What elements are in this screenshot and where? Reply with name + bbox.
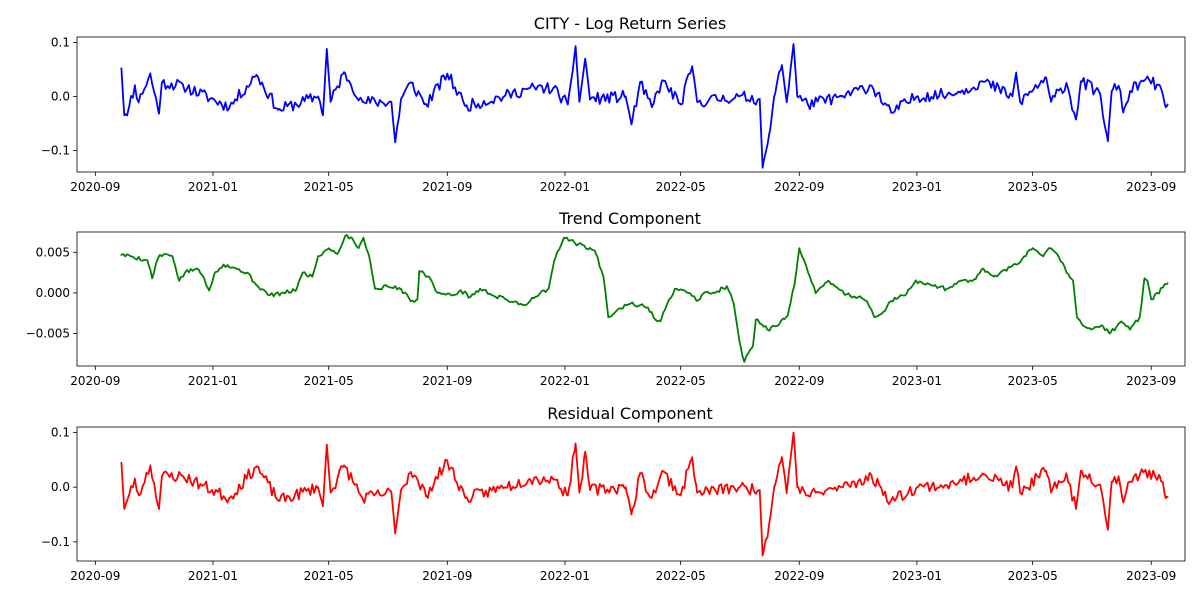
trend-x-tick-label: 2021-01 xyxy=(188,374,238,388)
trend-x-tick-label: 2023-05 xyxy=(1008,374,1058,388)
log-return-x-tick-label: 2023-05 xyxy=(1008,180,1058,194)
residual-panel: Residual Component 0.10.0−0.1 2020-09 202… xyxy=(41,404,1186,583)
trend-axes-frame xyxy=(76,231,1186,367)
residual-x-tick-label: 2022-05 xyxy=(656,569,706,583)
log-return-x-ticks: 2020-09 2021-01 2021-05 2021-09 2022-01 2022-… xyxy=(70,172,1176,194)
log-return-x-tick-label: 2021-09 xyxy=(422,180,472,194)
trend-series-line xyxy=(120,234,1169,363)
trend-x-ticks: 2020-09 2021-01 2021-05 2021-09 2022-01 2022-… xyxy=(70,366,1176,388)
log-return-y-tick-label: 0.0 xyxy=(51,89,70,103)
residual-x-tick-label: 2020-09 xyxy=(70,569,120,583)
log-return-x-tick-label: 2023-09 xyxy=(1126,180,1176,194)
residual-x-tick-label: 2021-09 xyxy=(422,569,472,583)
trend-y-tick-label: 0.005 xyxy=(36,245,70,259)
log-return-y-tick-label: 0.1 xyxy=(51,35,70,49)
log-return-x-tick-label: 2022-09 xyxy=(774,180,824,194)
trend-x-tick-label: 2021-05 xyxy=(304,374,354,388)
residual-y-ticks: 0.1 0.0 −0.1 xyxy=(41,425,77,549)
log-return-x-tick-label: 2023-01 xyxy=(892,180,942,194)
trend-x-tick-label: 2022-09 xyxy=(774,374,824,388)
residual-y-tick-label: 0.1 xyxy=(51,425,70,439)
trend-y-tick-label: 0.000 xyxy=(36,286,70,300)
residual-title: Residual Component xyxy=(547,404,713,423)
trend-title: Trend Component xyxy=(558,209,701,228)
residual-axes-frame xyxy=(76,426,1186,562)
log-return-y-ticks: 0.1 0.0 −0.1 xyxy=(41,35,77,157)
trend-y-ticks: 0.005 0.000 −0.005 xyxy=(26,245,77,341)
residual-x-tick-label: 2023-01 xyxy=(892,569,942,583)
trend-x-tick-label: 2021-09 xyxy=(422,374,472,388)
log-return-x-tick-label: 2020-09 xyxy=(70,180,120,194)
log-return-x-tick-label: 2021-01 xyxy=(188,180,238,194)
residual-x-tick-label: 2021-01 xyxy=(188,569,238,583)
log-return-x-tick-label: 2022-05 xyxy=(656,180,706,194)
residual-x-tick-label: 2023-05 xyxy=(1008,569,1058,583)
trend-x-tick-label: 2023-09 xyxy=(1126,374,1176,388)
trend-panel: Trend Component 0.005 0.000 −0.005 2020-09… xyxy=(26,209,1186,388)
residual-x-tick-label: 2021-05 xyxy=(304,569,354,583)
trend-y-tick-label: −0.005 xyxy=(26,327,70,341)
log-return-x-tick-label: 2021-05 xyxy=(304,180,354,194)
log-return-title: CITY - Log Return Series xyxy=(534,14,726,33)
log-return-series-line xyxy=(120,43,1169,169)
residual-x-tick-label: 2022-09 xyxy=(774,569,824,583)
residual-x-tick-label: 2022-01 xyxy=(540,569,590,583)
trend-x-tick-label: 2020-09 xyxy=(70,374,120,388)
trend-x-tick-label: 2022-05 xyxy=(656,374,706,388)
residual-y-tick-label: −0.1 xyxy=(41,535,70,549)
log-return-x-tick-label: 2022-01 xyxy=(540,180,590,194)
residual-series-line xyxy=(120,431,1169,557)
residual-y-tick-label: 0.0 xyxy=(51,480,70,494)
trend-x-tick-label: 2022-01 xyxy=(540,374,590,388)
trend-x-tick-label: 2023-01 xyxy=(892,374,942,388)
log-return-panel: CITY - Log Return Series 0.1 0.0 −0.1 2020… xyxy=(41,14,1186,194)
log-return-y-tick-label: −0.1 xyxy=(41,143,70,157)
residual-x-tick-label: 2023-09 xyxy=(1126,569,1176,583)
residual-x-ticks: 2020-09 2021-01 2021-05 2021-09 2022-01 2022-… xyxy=(70,561,1176,583)
log-return-axes-frame xyxy=(76,36,1186,173)
